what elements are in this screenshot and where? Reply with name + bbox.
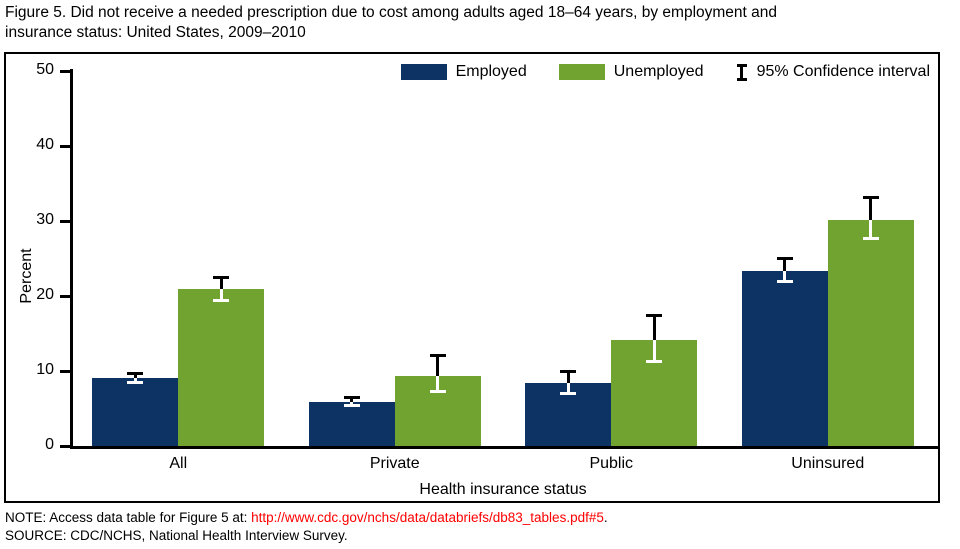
y-axis-title: Percent [18, 248, 35, 304]
bar-employed-all [92, 377, 179, 446]
legend-label-employed: Employed [455, 63, 527, 80]
y-tick-label: 30 [36, 211, 54, 228]
error-bar-cap-top [429, 354, 446, 358]
source-line: SOURCE: CDC/NCHS, National Health Interv… [5, 528, 348, 543]
chart-frame: 0 10 20 30 40 50 All Private Public Uninsured Heal… [4, 52, 940, 503]
error-bar-cap-bottom [776, 279, 793, 283]
y-tick [60, 145, 70, 148]
error-bar-stem-lower [783, 271, 787, 282]
figure-title: Figure 5. Did not receive a needed presc… [5, 3, 955, 43]
error-bar-stem-lower [869, 219, 873, 239]
y-tick [60, 370, 70, 373]
x-category-label: Private [369, 455, 420, 472]
error-bar-stem-lower [652, 340, 656, 362]
confidence-interval-icon [736, 63, 748, 81]
error-bar-stem-upper [133, 372, 137, 378]
bar-employed-private [308, 401, 395, 446]
figure-title-line2: insurance status: United States, 2009–20… [5, 24, 306, 42]
error-bar-stem-upper [219, 277, 223, 290]
error-bar-cap-top [343, 396, 360, 400]
error-bar-cap-bottom [646, 360, 663, 363]
error-bar-cap-top [213, 276, 230, 280]
note-line: NOTE: Access data table for Figure 5 at:… [5, 510, 608, 525]
error-bar-cap-bottom [127, 381, 144, 384]
error-bar-cap-top [862, 196, 879, 199]
legend-label-ci: 95% Confidence interval [756, 63, 930, 80]
error-bar-cap-bottom [560, 391, 577, 395]
employed-swatch [400, 64, 447, 80]
error-bar-stem-upper [436, 355, 440, 377]
error-bar-cap-bottom [862, 237, 879, 240]
error-bar-cap-bottom [343, 404, 360, 408]
y-tick [60, 295, 70, 298]
error-bar-cap-top [776, 256, 793, 260]
error-bar-cap-top [560, 370, 577, 373]
legend-label-unemployed: Unemployed [613, 63, 704, 80]
x-category-label: Uninsured [791, 455, 865, 472]
y-tick [60, 445, 70, 448]
legend-item-employed: Employed [400, 63, 527, 81]
bar-employed-uninsured [741, 271, 828, 446]
y-tick-label: 10 [36, 361, 54, 378]
y-tick [60, 220, 70, 223]
y-axis-line [70, 69, 73, 449]
note-suffix: . [603, 510, 608, 525]
plot-area: 0 10 20 30 40 50 All Private Public Uninsured Heal… [6, 54, 940, 501]
legend-item-ci: 95% Confidence interval [736, 63, 930, 81]
error-bar-stem-lower [436, 376, 440, 392]
note-prefix: NOTE: Access data table for Figure 5 at: [5, 510, 252, 525]
x-axis-title: Health insurance status [419, 481, 587, 498]
error-bar-stem-upper [869, 197, 873, 220]
y-tick-label: 0 [45, 436, 54, 453]
y-tick [60, 70, 70, 73]
bar-unemployed-all [178, 289, 265, 446]
error-bar-cap-top [127, 371, 144, 375]
error-bar-stem-upper [350, 397, 354, 402]
error-bar-stem-lower [133, 377, 137, 383]
figure-title-line1: Figure 5. Did not receive a needed presc… [5, 4, 778, 21]
y-tick-label: 50 [36, 61, 54, 78]
note-link[interactable]: http://www.cdc.gov/nchs/data/databriefs/… [251, 510, 604, 525]
y-tick-label: 20 [36, 286, 54, 303]
error-bar-cap-bottom [213, 299, 230, 303]
error-bar-stem-lower [350, 401, 354, 407]
error-bar-stem-upper [652, 314, 656, 341]
error-bar-stem-lower [566, 383, 570, 394]
error-bar-stem-upper [783, 257, 787, 272]
error-bar-stem-upper [566, 371, 570, 383]
error-bar-stem-lower [219, 289, 223, 302]
bar-unemployed-uninsured [827, 219, 914, 446]
legend-item-unemployed: Unemployed [558, 63, 704, 81]
y-tick-label: 40 [36, 136, 54, 153]
x-axis-line [70, 446, 940, 449]
legend: Employed Unemployed 95% Confidence inter… [400, 63, 930, 81]
unemployed-swatch [558, 64, 605, 80]
x-category-label: Public [589, 455, 634, 472]
error-bar-cap-bottom [429, 390, 446, 393]
error-bar-cap-top [646, 313, 663, 317]
x-category-label: All [169, 455, 188, 472]
